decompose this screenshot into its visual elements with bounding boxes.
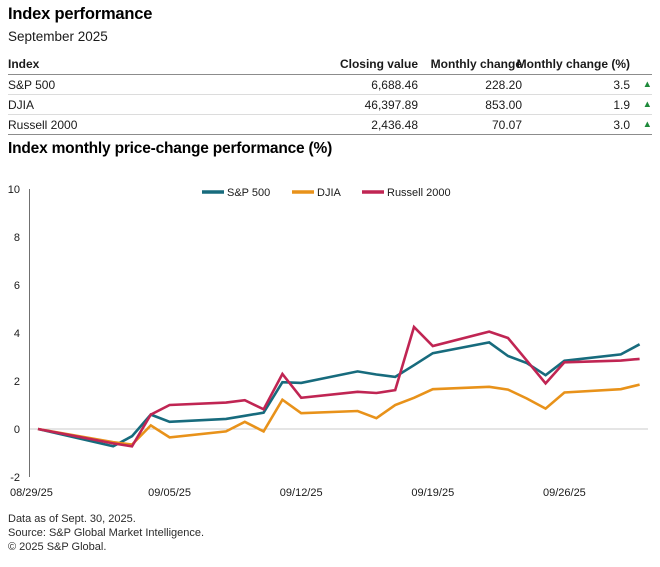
x-tick-label: 09/12/25 (280, 487, 323, 499)
y-tick-label: 6 (14, 280, 20, 292)
y-tick-label: 2 (14, 376, 20, 388)
cell-closing-value: 2,436.48 (371, 118, 418, 132)
y-tick-label: 4 (14, 328, 20, 340)
table-row: Russell 2000 2,436.48 70.07 3.0 ▲ (8, 115, 652, 135)
index-table: Index Closing value Monthly change Month… (8, 56, 652, 135)
x-tick-label: 09/05/25 (148, 487, 191, 499)
y-tick-label: 10 (8, 184, 20, 196)
legend-label-russell2000: Russell 2000 (387, 187, 451, 199)
cell-closing-value: 6,688.46 (371, 78, 418, 92)
x-tick-label: 09/19/25 (411, 487, 454, 499)
table-row: S&P 500 6,688.46 228.20 3.5 ▲ (8, 75, 652, 95)
x-tick-label: 08/29/25 (10, 487, 53, 499)
column-header-closing-value: Closing value (339, 57, 418, 71)
column-header-monthly-change: Monthly change (430, 57, 522, 71)
series-line-russell2000 (37, 324, 640, 448)
index-table-header: Index Closing value Monthly change Month… (8, 56, 652, 75)
index-table-body: S&P 500 6,688.46 228.20 3.5 ▲ DJIA 46,397.89 85… (8, 75, 652, 135)
x-tick-label: 09/26/25 (543, 487, 586, 499)
cell-index-name: S&P 500 (8, 78, 56, 92)
performance-chart: 10 8 6 4 2 0 -2 08/29/25 09/05/25 09/12/25 09/19/2… (8, 184, 648, 499)
y-tick-label: 8 (14, 232, 20, 244)
footer-line-data-as-of: Data as of Sept. 30, 2025. (8, 513, 136, 525)
up-triangle-icon: ▲ (642, 79, 652, 90)
page-subtitle: September 2025 (8, 29, 108, 44)
cell-monthly-change: 853.00 (485, 98, 522, 112)
legend-label-sp500: S&P 500 (227, 187, 270, 199)
column-header-index: Index (8, 57, 40, 71)
column-header-monthly-change-pct: Monthly change (%) (516, 57, 630, 71)
cell-monthly-change-pct: 1.9 (613, 98, 630, 112)
footer-line-source: Source: S&P Global Market Intelligence. (8, 526, 205, 539)
table-row: DJIA 46,397.89 853.00 1.9 ▲ (8, 95, 652, 115)
series-line-djia (37, 383, 640, 446)
cell-monthly-change-pct: 3.5 (613, 78, 630, 92)
page-title: Index performance (8, 5, 153, 23)
legend-label-djia: DJIA (317, 187, 342, 199)
footer: Data as of Sept. 30, 2025. Source: S&P G… (8, 513, 204, 554)
y-tick-label: 0 (14, 424, 20, 436)
cell-monthly-change: 70.07 (491, 118, 522, 132)
y-tick-label: -2 (10, 472, 20, 484)
footer-line-copyright: © 2025 S&P Global. (8, 540, 107, 553)
series-line-sp500 (37, 341, 641, 448)
up-triangle-icon: ▲ (642, 119, 652, 130)
cell-monthly-change: 228.20 (485, 78, 522, 92)
up-triangle-icon: ▲ (642, 99, 652, 110)
cell-monthly-change-pct: 3.0 (613, 118, 630, 132)
chart-title: Index monthly price-change performance (… (8, 140, 333, 157)
cell-closing-value: 46,397.89 (364, 98, 418, 112)
cell-index-name: Russell 2000 (8, 118, 78, 132)
cell-index-name: DJIA (8, 98, 35, 112)
